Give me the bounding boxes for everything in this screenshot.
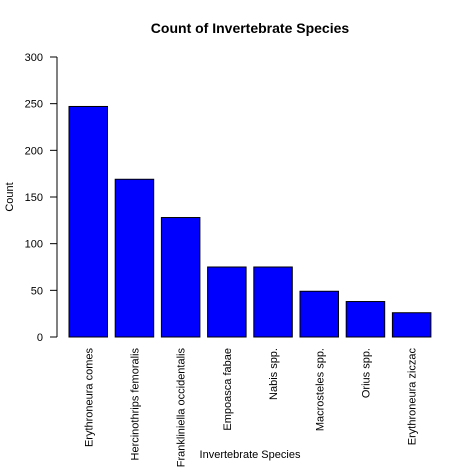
bar (160, 217, 201, 338)
bar (345, 301, 386, 338)
y-tick-label: 200 (25, 145, 43, 157)
x-tick-label: Macrosteles spp. (314, 348, 326, 431)
y-axis-label: Count (4, 182, 16, 211)
x-axis-tick-labels: Erythroneura comes Hercinothrips femorali… (83, 348, 418, 468)
y-tick-label: 0 (37, 332, 43, 344)
x-tick-label: Frankliniella occidentalis (176, 348, 188, 468)
x-tick-label: Erythroneura comes (83, 348, 95, 448)
y-tick-label: 50 (31, 285, 43, 297)
y-tick-label: 150 (25, 192, 43, 204)
bar (114, 178, 155, 338)
y-axis-ticks: 0 50 100 150 200 250 300 (25, 52, 57, 344)
bar (299, 290, 339, 338)
y-tick-label: 100 (25, 239, 43, 251)
x-axis-label: Invertebrate Species (200, 449, 301, 461)
bar (253, 266, 293, 338)
x-tick-label: Empoasca fabae (222, 348, 234, 431)
x-tick-label: Hercinothrips femoralis (129, 348, 141, 461)
bar (68, 105, 108, 338)
chart-title: Count of Invertebrate Species (151, 20, 350, 36)
bar (207, 266, 247, 338)
bars-group (68, 105, 432, 338)
y-tick-label: 250 (25, 99, 43, 111)
x-tick-label: Nabis spp. (268, 348, 280, 400)
x-tick-label: Orius spp. (360, 348, 372, 398)
bar (391, 312, 432, 338)
y-tick-label: 300 (25, 52, 43, 64)
x-tick-label: Erythroneura ziczac (407, 348, 419, 446)
